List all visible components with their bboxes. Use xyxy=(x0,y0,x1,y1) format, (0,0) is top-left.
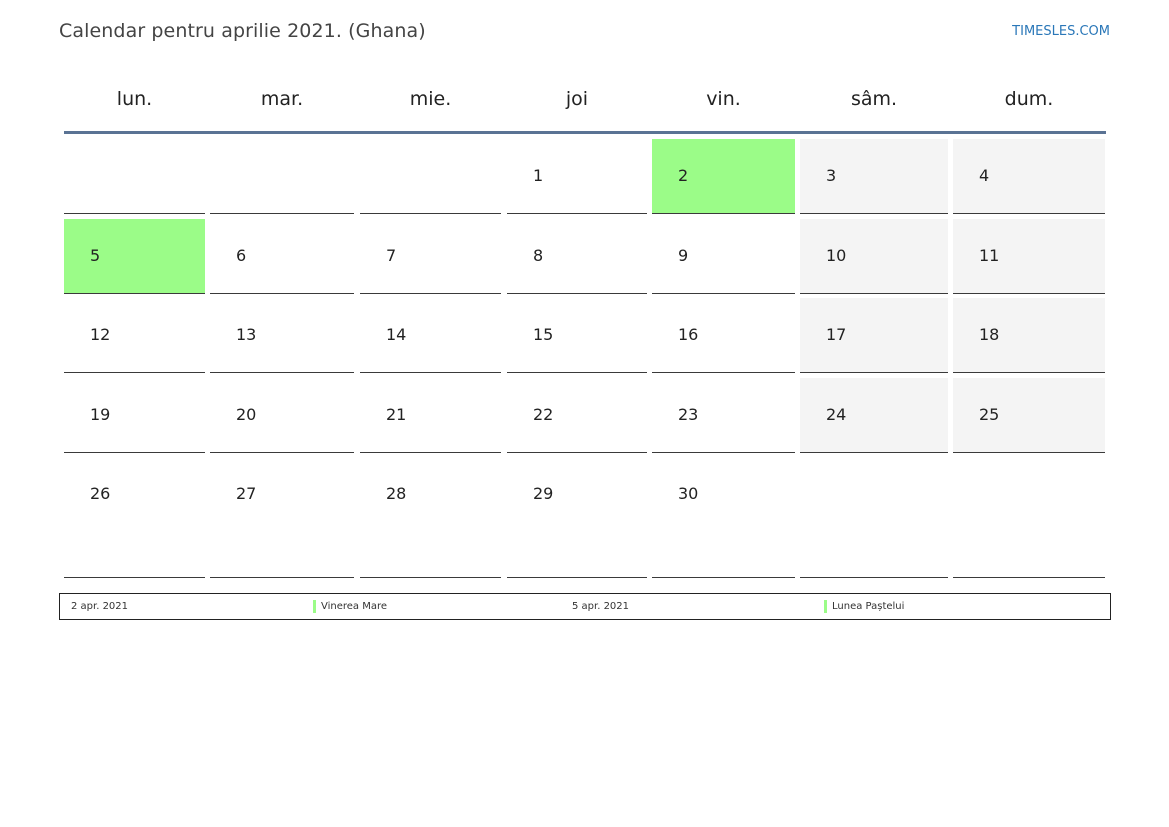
day-cell: 1 xyxy=(507,139,647,214)
day-cell: 14 xyxy=(360,298,501,373)
day-number: 29 xyxy=(533,484,554,503)
holiday-name-text: Vinerea Mare xyxy=(321,601,388,612)
day-cell: 6 xyxy=(210,219,354,294)
day-cell: 20 xyxy=(210,378,354,453)
day-number: 28 xyxy=(386,484,407,503)
day-number: 12 xyxy=(90,325,111,344)
holiday-date: 2 apr. 2021 xyxy=(71,601,129,612)
holiday-name-text: Lunea Paștelui xyxy=(832,601,905,612)
day-cell: 11 xyxy=(953,219,1105,294)
day-number: 21 xyxy=(386,405,407,424)
day-cell: 2 xyxy=(652,139,795,214)
day-number: 16 xyxy=(678,325,699,344)
day-number: 4 xyxy=(979,166,990,185)
weekday-header: dum. xyxy=(1004,88,1054,110)
day-number: 3 xyxy=(826,166,837,185)
day-cell xyxy=(953,457,1105,578)
day-number: 18 xyxy=(979,325,1000,344)
day-cell: 24 xyxy=(800,378,948,453)
day-cell xyxy=(64,139,205,214)
day-number: 22 xyxy=(533,405,554,424)
day-number: 6 xyxy=(236,246,247,265)
page-title: Calendar pentru aprilie 2021. (Ghana) xyxy=(59,20,426,42)
day-number: 30 xyxy=(678,484,699,503)
day-number: 5 xyxy=(90,246,101,265)
day-cell: 3 xyxy=(800,139,948,214)
day-cell: 9 xyxy=(652,219,795,294)
weekday-header: mie. xyxy=(409,88,452,110)
day-cell: 23 xyxy=(652,378,795,453)
day-number: 14 xyxy=(386,325,407,344)
day-cell: 13 xyxy=(210,298,354,373)
day-number: 20 xyxy=(236,405,257,424)
day-number: 7 xyxy=(386,246,397,265)
day-number: 11 xyxy=(979,246,1000,265)
day-cell: 17 xyxy=(800,298,948,373)
day-number: 1 xyxy=(533,166,544,185)
holiday-swatch xyxy=(824,600,827,613)
day-number: 23 xyxy=(678,405,699,424)
day-number: 17 xyxy=(826,325,847,344)
day-cell: 8 xyxy=(507,219,647,294)
weekday-header-row: lun. mar. mie. joi vin. sâm. dum. xyxy=(64,84,1105,114)
day-cell: 22 xyxy=(507,378,647,453)
day-cell: 15 xyxy=(507,298,647,373)
day-cell: 10 xyxy=(800,219,948,294)
day-number: 15 xyxy=(533,325,554,344)
day-cell xyxy=(800,457,948,578)
day-number: 13 xyxy=(236,325,257,344)
day-number: 27 xyxy=(236,484,257,503)
day-cell: 26 xyxy=(64,457,205,578)
day-cell: 12 xyxy=(64,298,205,373)
day-number: 8 xyxy=(533,246,544,265)
day-number: 2 xyxy=(678,166,689,185)
day-cell: 28 xyxy=(360,457,501,578)
weekday-header: sâm. xyxy=(850,88,898,110)
day-cell: 7 xyxy=(360,219,501,294)
holiday-date: 5 apr. 2021 xyxy=(572,601,630,612)
day-number: 19 xyxy=(90,405,111,424)
holiday-legend: 2 apr. 2021 Vinerea Mare 5 apr. 2021 Lunea … xyxy=(59,593,1111,620)
day-cell: 19 xyxy=(64,378,205,453)
day-number: 10 xyxy=(826,246,847,265)
day-cell: 21 xyxy=(360,378,501,453)
day-cell xyxy=(210,139,354,214)
day-cell: 5 xyxy=(64,219,205,294)
day-cell: 16 xyxy=(652,298,795,373)
day-cell: 29 xyxy=(507,457,647,578)
weekday-header: joi xyxy=(565,88,589,110)
weekday-header: mar. xyxy=(260,88,304,110)
holiday-name: Lunea Paștelui xyxy=(824,600,904,614)
day-number: 26 xyxy=(90,484,111,503)
day-cell: 27 xyxy=(210,457,354,578)
day-cell xyxy=(360,139,501,214)
day-number: 9 xyxy=(678,246,689,265)
holiday-name: Vinerea Mare xyxy=(313,600,387,614)
day-number: 25 xyxy=(979,405,1000,424)
holiday-swatch xyxy=(313,600,316,613)
brand-link[interactable]: TIMESLES.COM xyxy=(1012,24,1110,39)
day-cell: 4 xyxy=(953,139,1105,214)
day-number: 24 xyxy=(826,405,847,424)
day-cell: 30 xyxy=(652,457,795,578)
header-divider xyxy=(64,131,1106,134)
day-cell: 25 xyxy=(953,378,1105,453)
day-cell: 18 xyxy=(953,298,1105,373)
weekday-header: vin. xyxy=(706,88,741,110)
weekday-header: lun. xyxy=(116,88,153,110)
